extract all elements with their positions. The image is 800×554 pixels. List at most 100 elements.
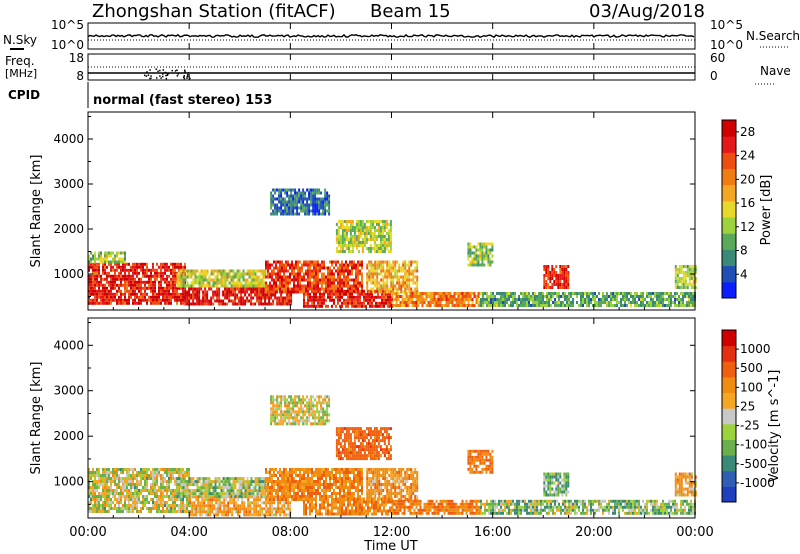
range-cell — [170, 468, 172, 471]
range-cell — [319, 269, 321, 273]
range-cell — [317, 278, 319, 282]
range-cell — [512, 292, 514, 295]
range-cell — [188, 501, 190, 504]
range-cell — [626, 295, 628, 298]
range-cell — [203, 498, 206, 502]
range-cell — [130, 292, 132, 296]
y-tick-label: 2000 — [53, 222, 84, 236]
range-cell — [154, 283, 156, 287]
range-cell — [485, 257, 488, 261]
range-cell — [178, 504, 180, 507]
range-cell — [283, 483, 285, 486]
range-cell — [309, 486, 311, 489]
range-cell — [355, 287, 357, 291]
range-cell — [180, 281, 183, 285]
range-cell — [92, 271, 94, 275]
range-cell — [275, 507, 278, 511]
range-cell — [606, 295, 608, 298]
range-cell — [184, 477, 186, 480]
range-cell — [273, 281, 275, 285]
range-cell — [114, 507, 116, 510]
range-cell — [164, 268, 166, 272]
range-cell — [280, 200, 283, 204]
range-cell — [588, 301, 590, 304]
range-cell — [690, 283, 693, 286]
range-cell — [259, 510, 262, 514]
range-cell — [124, 286, 126, 290]
range-cell — [158, 489, 160, 492]
range-cell — [313, 263, 315, 267]
range-cell — [164, 262, 166, 266]
range-cell — [174, 471, 176, 474]
range-cell — [337, 250, 340, 253]
range-cell — [313, 486, 315, 489]
range-cell — [88, 254, 90, 258]
range-cell — [140, 483, 142, 486]
range-cell — [200, 483, 203, 487]
range-cell — [236, 293, 239, 297]
range-cell — [287, 275, 289, 279]
range-cell — [134, 289, 136, 293]
range-cell — [379, 304, 381, 308]
range-cell — [349, 238, 352, 241]
range-cell — [104, 271, 106, 275]
range-cell — [381, 226, 384, 229]
range-cell — [612, 292, 614, 295]
range-cell — [198, 477, 201, 481]
range-cell — [122, 251, 124, 255]
range-cell — [301, 263, 303, 267]
range-cell — [355, 266, 357, 270]
range-cell — [217, 513, 220, 517]
colorbar-frame — [721, 119, 737, 299]
range-cell — [321, 471, 323, 474]
range-cell — [343, 269, 345, 273]
range-cell — [140, 268, 142, 272]
range-cell — [546, 292, 548, 295]
range-cell — [224, 302, 227, 306]
range-cell — [176, 295, 178, 299]
range-cell — [431, 301, 434, 304]
range-cell — [355, 226, 358, 229]
range-cell — [409, 292, 412, 295]
range-cell — [290, 302, 293, 306]
range-cell — [547, 268, 550, 271]
range-cell — [226, 480, 229, 484]
range-cell — [286, 212, 289, 216]
nave-tick-high: 60 — [710, 51, 725, 65]
range-cell — [267, 284, 269, 288]
range-cell — [132, 471, 134, 474]
range-cell — [423, 301, 426, 304]
range-cell — [412, 281, 415, 285]
range-cell — [152, 477, 154, 480]
range-cell — [228, 477, 231, 481]
range-cell — [269, 290, 271, 294]
colorbar-segment — [722, 249, 736, 267]
range-cell — [236, 284, 239, 288]
range-cell — [314, 191, 317, 195]
range-cell — [565, 268, 568, 271]
range-cell — [209, 513, 212, 517]
range-cell — [327, 495, 329, 498]
range-cell — [126, 298, 128, 302]
range-cell — [471, 257, 474, 261]
range-cell — [314, 200, 317, 204]
range-cell — [682, 274, 685, 277]
range-cell — [134, 286, 136, 290]
range-cell — [293, 489, 295, 492]
range-cell — [542, 298, 544, 301]
range-cell — [255, 501, 258, 505]
range-cell — [512, 298, 514, 301]
range-cell — [196, 302, 199, 306]
range-cell — [316, 197, 319, 201]
range-cell — [206, 296, 209, 300]
range-cell — [467, 251, 470, 255]
range-cell — [308, 203, 311, 207]
range-cell — [148, 298, 150, 302]
range-cell — [118, 298, 120, 302]
range-cell — [244, 278, 247, 282]
range-cell — [164, 277, 166, 281]
range-cell — [273, 269, 275, 273]
range-cell — [288, 209, 291, 213]
range-cell — [369, 292, 371, 296]
range-cell — [375, 235, 378, 238]
